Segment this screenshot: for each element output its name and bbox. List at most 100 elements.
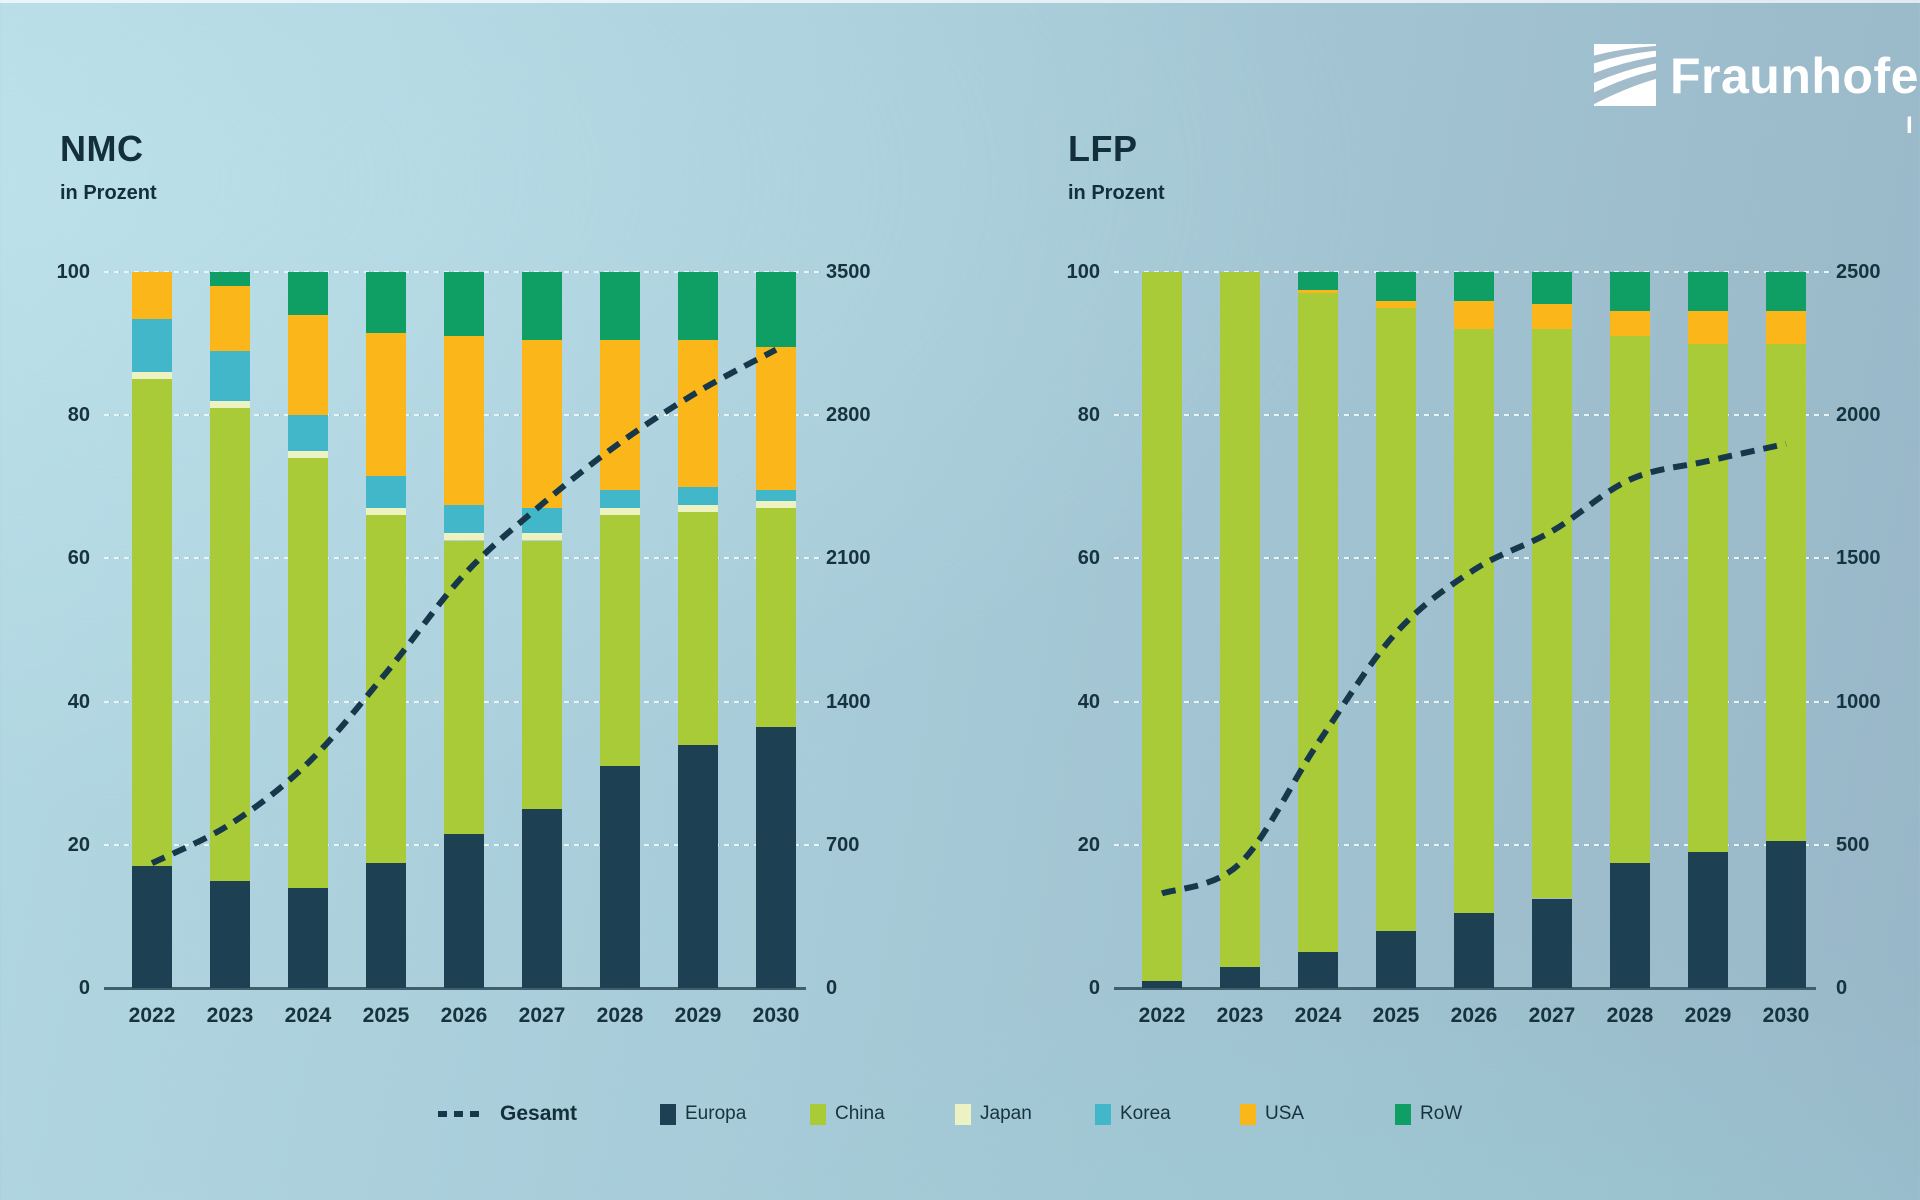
nmc-bar-2026-korea: [444, 504, 484, 534]
lfp-year-label-2023: 2023: [1216, 1004, 1264, 1027]
nmc-year-label-2023: 2023: [206, 1004, 254, 1027]
lfp-bar-2025-usa: [1376, 300, 1416, 308]
chart-nmc-subtitle: in Prozent: [60, 182, 157, 204]
nmc-bar-2024-usa: [288, 314, 328, 416]
top-edge-highlight: [0, 0, 1920, 3]
lfp-left-axis-label-100: 100: [1066, 261, 1100, 283]
nmc-bar-2028-china: [600, 515, 640, 767]
lfp-bar-2024-usa: [1298, 289, 1338, 294]
nmc-bar-2024-korea: [288, 415, 328, 451]
lfp-bar-2026-europa: [1454, 912, 1494, 988]
nmc-bar-2029-japan: [678, 504, 718, 512]
lfp-bar-2022-europa: [1142, 980, 1182, 988]
nmc-bar-2029-korea: [678, 486, 718, 505]
lfp-right-axis-label-2000: 2000: [1836, 404, 1881, 427]
legend-label-china: China: [835, 1103, 885, 1124]
nmc-bar-2030-europa: [756, 726, 796, 988]
nmc-right-axis-label-1400: 1400: [826, 690, 871, 713]
nmc-bar-2029-europa: [678, 744, 718, 988]
nmc-left-axis-label-80: 80: [67, 404, 90, 427]
nmc-bar-2024-japan: [288, 451, 328, 459]
nmc-bar-2025-korea: [366, 476, 406, 509]
nmc-bar-2030-row: [756, 272, 796, 348]
nmc-year-label-2022: 2022: [128, 1004, 176, 1027]
lfp-left-axis-label-20: 20: [1077, 833, 1100, 856]
nmc-bar-2026-row: [444, 272, 484, 337]
lfp-bar-2026-usa: [1454, 300, 1494, 330]
nmc-bar-2026-japan: [444, 533, 484, 541]
fraunhofer-logo-text: Fraunhofer: [1670, 48, 1920, 104]
nmc-left-axis-label-20: 20: [67, 833, 90, 856]
nmc-bar-2029-usa: [678, 340, 718, 487]
nmc-x-axis-line: [104, 987, 806, 990]
nmc-year-label-2030: 2030: [752, 1004, 800, 1027]
nmc-bar-2023-japan: [210, 400, 250, 409]
lfp-left-axis-label-60: 60: [1077, 547, 1100, 570]
lfp-right-axis-label-2500: 2500: [1836, 261, 1881, 283]
lfp-bar-2030-row: [1766, 272, 1806, 312]
europa-color-swatch: [660, 1103, 676, 1125]
nmc-year-label-2029: 2029: [674, 1004, 722, 1027]
nmc-bar-2022-japan: [132, 372, 172, 380]
usa-color-swatch: [1240, 1103, 1256, 1125]
legend-label-korea: Korea: [1120, 1103, 1171, 1124]
nmc-left-axis-label-0: 0: [78, 977, 90, 999]
lfp-right-axis-label-1000: 1000: [1836, 690, 1881, 713]
nmc-bar-2022-europa: [132, 866, 172, 988]
legend-item-korea: Korea: [1095, 1100, 1171, 1128]
nmc-bar-2030-japan: [756, 501, 796, 509]
dashed-line-swatch: [438, 1111, 484, 1117]
lfp-bar-2026-row: [1454, 272, 1494, 301]
nmc-bar-2027-japan: [522, 533, 562, 541]
nmc-bar-2026-usa: [444, 336, 484, 505]
fraunhofer-logo-icon: [1594, 44, 1656, 106]
nmc-bar-2023-row: [210, 272, 250, 287]
nmc-bar-2027-korea: [522, 508, 562, 534]
nmc-year-label-2025: 2025: [362, 1004, 410, 1027]
lfp-year-label-2022: 2022: [1138, 1004, 1186, 1027]
nmc-right-axis-label-2800: 2800: [826, 404, 871, 427]
nmc-bar-2023-china: [210, 408, 250, 881]
lfp-bar-2025-europa: [1376, 930, 1416, 988]
nmc-bar-2030-usa: [756, 347, 796, 491]
lfp-left-axis-label-40: 40: [1077, 690, 1100, 713]
nmc-year-label-2024: 2024: [284, 1004, 332, 1027]
lfp-bar-2027-china: [1532, 329, 1572, 899]
lfp-bar-2030-china: [1766, 343, 1806, 842]
lfp-bar-2030-usa: [1766, 311, 1806, 344]
lfp-year-label-2025: 2025: [1372, 1004, 1420, 1027]
lfp-right-axis-label-0: 0: [1836, 977, 1848, 999]
lfp-year-label-2027: 2027: [1528, 1004, 1576, 1027]
nmc-year-label-2026: 2026: [440, 1004, 488, 1027]
nmc-bar-2022-china: [132, 379, 172, 867]
lfp-bar-2023-europa: [1220, 966, 1260, 988]
nmc-year-label-2027: 2027: [518, 1004, 566, 1027]
nmc-bar-2030-china: [756, 508, 796, 727]
nmc-right-axis-label-700: 700: [826, 833, 860, 856]
nmc-bar-2025-usa: [366, 332, 406, 477]
nmc-year-label-2028: 2028: [596, 1004, 644, 1027]
nmc-bar-2027-china: [522, 540, 562, 809]
nmc-bar-2029-china: [678, 511, 718, 745]
lfp-bar-2028-europa: [1610, 862, 1650, 988]
nmc-right-axis-label-3500: 3500: [826, 261, 871, 283]
legend-gesamt-label: Gesamt: [500, 1102, 578, 1125]
lfp-bar-2027-usa: [1532, 304, 1572, 330]
japan-color-swatch: [955, 1103, 971, 1125]
lfp-x-axis-line: [1114, 987, 1816, 990]
lfp-bar-2023-china: [1220, 272, 1260, 967]
nmc-bar-2028-europa: [600, 766, 640, 988]
nmc-bar-2028-korea: [600, 490, 640, 509]
lfp-bar-2022-china: [1142, 272, 1182, 981]
legend-label-japan: Japan: [980, 1103, 1032, 1124]
legend-item-gesamt: Gesamt: [438, 1100, 577, 1128]
lfp-right-axis-label-1500: 1500: [1836, 547, 1881, 570]
korea-color-swatch: [1095, 1103, 1111, 1125]
lfp-bar-2027-row: [1532, 272, 1572, 305]
legend-item-china: China: [810, 1100, 885, 1128]
nmc-bar-2028-row: [600, 272, 640, 341]
fraunhofer-institute-text: I: [1906, 112, 1913, 139]
legend-label-usa: USA: [1265, 1103, 1305, 1124]
legend-item-japan: Japan: [955, 1100, 1032, 1128]
lfp-bar-2028-row: [1610, 272, 1650, 312]
